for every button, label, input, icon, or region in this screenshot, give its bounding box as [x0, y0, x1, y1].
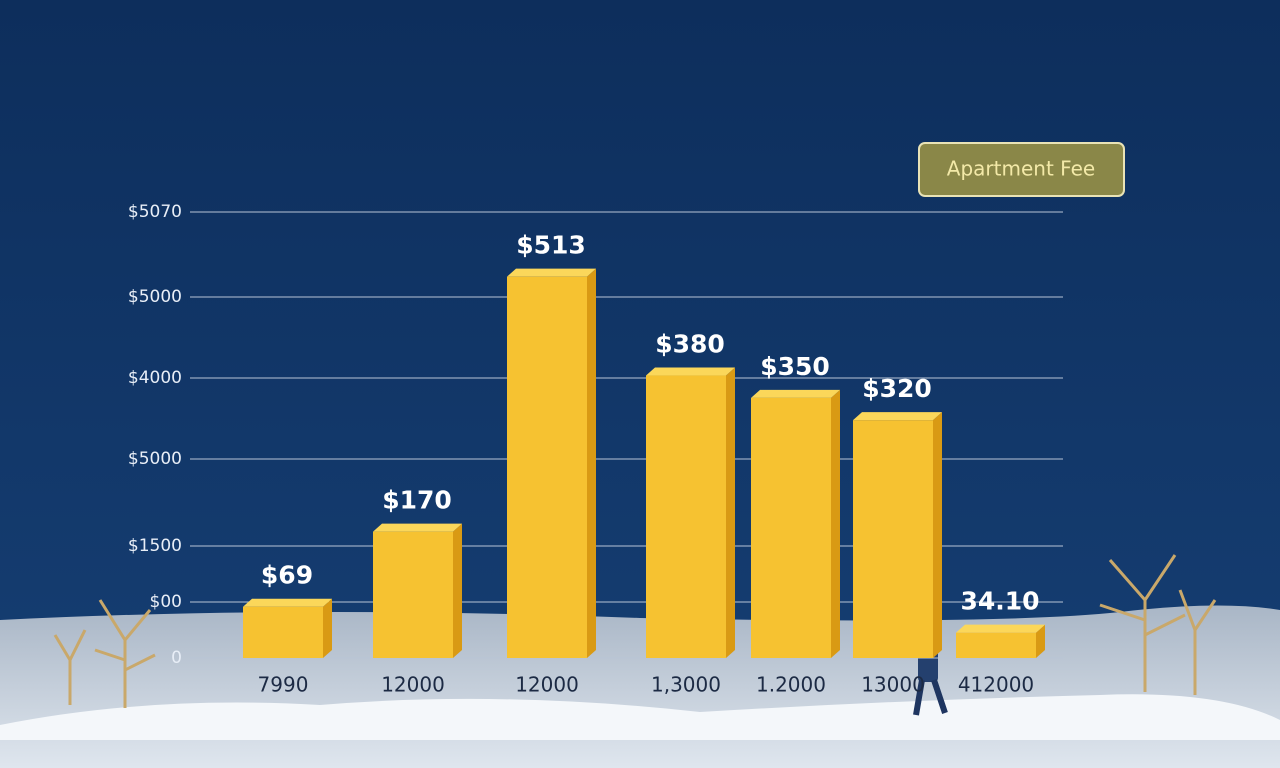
y-axis-label: $1500: [128, 536, 182, 556]
x-tick-label: 1.2000: [756, 673, 826, 697]
bar-side: [933, 412, 942, 658]
x-tick-label: 12000: [515, 673, 579, 697]
bar-top: [646, 367, 735, 376]
y-axis-label: 0: [171, 648, 182, 668]
value-label: $320: [862, 374, 932, 403]
bar: [751, 397, 831, 658]
bar-side: [831, 389, 840, 658]
bar-side: [726, 367, 735, 658]
value-label: 34.10: [960, 587, 1039, 616]
y-axis-label: $5000: [128, 449, 182, 469]
x-tick-label: 13000: [861, 673, 925, 697]
bar: [853, 420, 933, 658]
x-tick-label: 7990: [258, 673, 309, 697]
x-tick-label: 12000: [381, 673, 445, 697]
bar-top: [243, 598, 332, 607]
y-axis-label: $00: [150, 592, 182, 612]
bar-top: [956, 624, 1045, 633]
snow: [0, 694, 1280, 740]
bar: [646, 375, 726, 658]
value-label: $513: [516, 231, 586, 260]
bar-side: [453, 523, 462, 658]
bar: [507, 276, 587, 658]
x-tick-label: 1,3000: [651, 673, 721, 697]
bar: [956, 632, 1036, 658]
y-axis-label: $4000: [128, 368, 182, 388]
bar-top: [853, 412, 942, 421]
value-label: $170: [382, 486, 452, 515]
bar: [243, 606, 323, 658]
value-label: $380: [655, 330, 725, 359]
legend-label: Apartment Fee: [947, 157, 1095, 181]
bar-top: [507, 268, 596, 277]
bar-side: [587, 268, 596, 658]
bar-top: [373, 523, 462, 532]
legend-box: [918, 142, 1125, 197]
ground: [0, 605, 1280, 768]
bar-top: [751, 389, 840, 398]
x-tick-label: 412000: [958, 673, 1034, 697]
bar-side: [1036, 624, 1045, 658]
y-axis-label: $5000: [128, 287, 182, 307]
value-label: $350: [760, 352, 830, 381]
bar: [373, 531, 453, 658]
bar-side: [323, 598, 332, 658]
y-axis-label: $5070: [128, 202, 182, 222]
value-label: $69: [261, 561, 313, 590]
trees: [53, 554, 1217, 708]
